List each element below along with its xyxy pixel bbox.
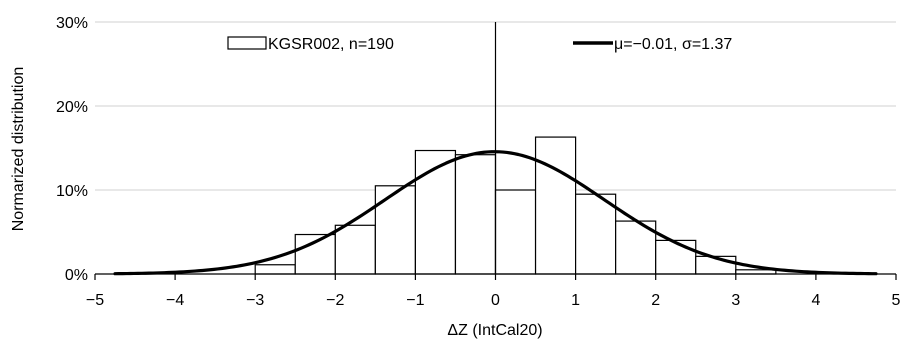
- x-tick-label: 0: [491, 292, 500, 309]
- normal-curve: [113, 150, 878, 276]
- histogram-bar: [454, 154, 497, 275]
- x-tick-label: −5: [86, 292, 104, 309]
- y-axis-title: Normarized distribution: [10, 67, 27, 232]
- histogram-bar: [334, 224, 376, 275]
- x-tick-label: 3: [731, 292, 740, 309]
- x-tick-label: 2: [651, 292, 660, 309]
- x-tick-label: −3: [246, 292, 264, 309]
- normal-fit-curve: [113, 150, 878, 276]
- x-tick-label: −1: [406, 292, 424, 309]
- x-tick-label: −2: [326, 292, 344, 309]
- axes: [94, 22, 897, 280]
- legend-curve-label: μ=−0.01, σ=1.37: [614, 36, 732, 53]
- x-tick-label: −4: [166, 292, 184, 309]
- histogram-bar: [735, 269, 777, 275]
- x-tick-label: 5: [892, 292, 901, 309]
- histogram-bar: [374, 185, 417, 275]
- histogram-bar: [655, 239, 697, 275]
- x-tick-label: 4: [811, 292, 820, 309]
- histogram-bar: [254, 264, 296, 275]
- y-tick-label: 30%: [56, 15, 88, 32]
- histogram-bar: [574, 193, 617, 275]
- y-tick-label: 20%: [56, 99, 88, 116]
- histogram-bar: [494, 189, 537, 275]
- histogram-bar: [534, 136, 577, 275]
- y-tick-label: 10%: [56, 183, 88, 200]
- x-tick-label: 1: [571, 292, 580, 309]
- x-axis-title: ΔZ (IntCal20): [447, 322, 542, 339]
- legend-histogram-swatch: [227, 36, 267, 50]
- legend-histogram-label: KGSR002, n=190: [268, 36, 394, 53]
- y-tick-label: 0%: [65, 267, 88, 284]
- legend: KGSR002, n=190 μ=−0.01, σ=1.37: [227, 36, 732, 53]
- tick-labels: −5 −4 −3 −2 −1 0 1 2 3 4 5 0% 10% 20% 30%: [56, 15, 901, 309]
